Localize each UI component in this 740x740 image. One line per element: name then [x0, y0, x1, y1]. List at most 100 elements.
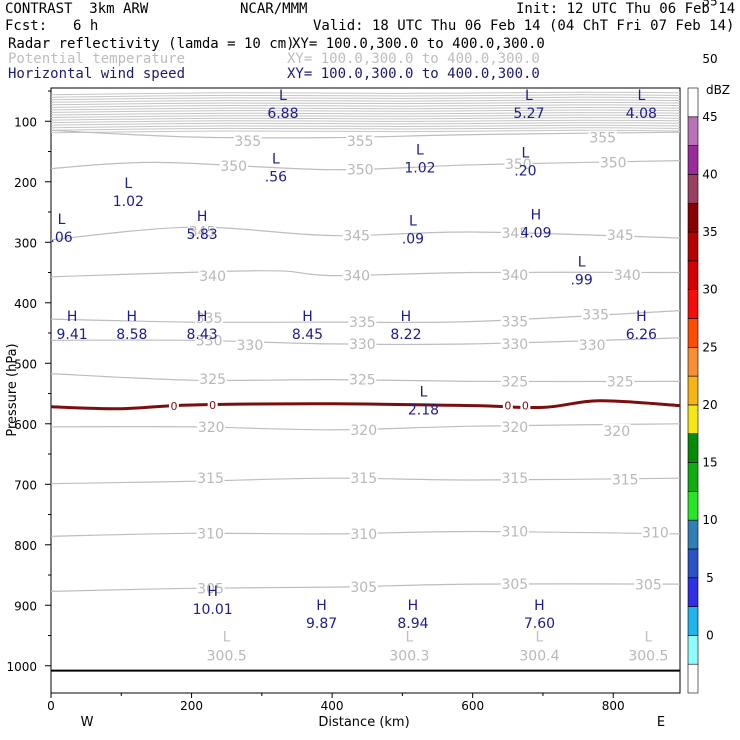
theta-contour-label: 330 [349, 337, 376, 353]
theta-upper-contour [50, 124, 681, 129]
theta-label-bg [195, 333, 224, 348]
theta-label-bg [219, 159, 248, 174]
theta-extremum-value: 300.5 [207, 649, 247, 665]
theta-label-bg [500, 336, 529, 351]
east-label: E [657, 715, 665, 730]
colorbar-swatch [687, 260, 699, 290]
reflectivity-contour-label: 0 [170, 400, 177, 413]
wind-extremum-value: 9.41 [56, 327, 87, 343]
y-tick-label: 500 [14, 357, 37, 371]
theta-contour-label: 345 [189, 224, 216, 240]
wind-extremum-value: 6.26 [626, 327, 657, 343]
colorbar-swatch [687, 116, 699, 146]
theta-label-bg [500, 471, 529, 486]
wind-extremum-marker: L [525, 88, 533, 104]
theta-extremum-value: 300.4 [519, 649, 559, 665]
theta-contour-label: 340 [501, 268, 528, 284]
wind-extremum-value: 7.60 [524, 616, 555, 632]
theta-label-bg [196, 526, 225, 541]
wind-extremum-value: .99 [570, 272, 592, 288]
colorbar-swatch [687, 289, 699, 319]
wind-extremum-marker: L [637, 88, 645, 104]
theta-extremum-marker: L [644, 630, 652, 646]
x-tick-label: 200 [180, 699, 203, 713]
colorbar-label: 30 [702, 283, 717, 297]
theta-contour-label: 355 [234, 134, 261, 150]
wind-extremum-marker: H [636, 309, 647, 325]
y-tick-label: 1000 [6, 660, 37, 674]
wind-extremum-value: .56 [265, 170, 287, 186]
theta-upper-contour [50, 109, 681, 113]
colorbar-swatch [687, 174, 699, 204]
field-xy-wind: XY= 100.0,300.0 to 400.0,300.0 [287, 66, 540, 82]
reflectivity-label-bg [168, 400, 179, 413]
colorbar-swatch [687, 433, 699, 463]
wind-extremum-value: 10.01 [193, 602, 233, 618]
colorbar-label: 50 [702, 52, 717, 66]
theta-contour-label: 325 [349, 373, 376, 389]
theta-label-bg [342, 228, 371, 243]
theta-extremum-marker: L [223, 630, 231, 646]
wind-extremum-value: 8.94 [397, 616, 428, 632]
wind-extremum-value: 5.27 [513, 106, 544, 122]
theta-upper-contour [50, 99, 681, 103]
theta-contour-325 [50, 373, 681, 383]
wind-extremum-marker: H [197, 209, 208, 225]
wind-extremum-marker: H [67, 309, 78, 325]
y-axis-label: Pressure (hPa) [5, 343, 20, 436]
colorbar-swatch [687, 491, 699, 521]
colorbar-label: 5 [706, 571, 714, 585]
theta-label-bg [581, 307, 610, 322]
theta-contour-label: 315 [350, 471, 377, 487]
colorbar-swatch [687, 87, 699, 118]
theta-label-bg [578, 338, 607, 353]
theta-contour-label: 335 [349, 315, 376, 331]
theta-contour-label: 320 [501, 420, 528, 436]
theta-upper-contour [50, 114, 681, 118]
wind-extremum-marker: L [272, 152, 280, 168]
wind-extremum-value: 8.45 [292, 327, 323, 343]
field-xy-reflectivity: XY= 100.0,300.0 to 400.0,300.0 [292, 36, 545, 52]
colorbar-swatch [687, 577, 699, 607]
theta-label-bg [500, 419, 529, 434]
theta-contour-350 [50, 160, 681, 171]
plot-frame [50, 87, 681, 694]
field-name-wind: Horizontal wind speed [8, 66, 186, 82]
theta-contour-305 [50, 583, 681, 592]
theta-upper-contour [50, 96, 681, 101]
theta-contour-340 [50, 270, 681, 278]
theta-contour-label: 305 [197, 581, 224, 597]
theta-contour-label: 325 [607, 374, 634, 390]
theta-contour-label: 330 [501, 337, 528, 353]
y-tick-label: 200 [14, 176, 37, 190]
theta-extremum-value: 300.3 [389, 649, 429, 665]
reflectivity-label-bg [520, 399, 531, 412]
theta-upper-contour [50, 112, 681, 116]
y-tick-label: 400 [14, 297, 37, 311]
wind-extremum-value: .20 [514, 164, 536, 180]
theta-label-bg [349, 526, 378, 541]
reflectivity-contour-0 [50, 399, 681, 411]
x-axis-label: Distance (km) [318, 715, 409, 730]
theta-label-bg [233, 134, 262, 149]
theta-contour-label: 330 [579, 338, 606, 354]
field-xy-theta: XY= 100.0,300.0 to 400.0,300.0 [287, 51, 540, 67]
wind-extremum-marker: H [316, 598, 327, 614]
x-tick-label: 400 [321, 699, 344, 713]
wind-extremum-marker: L [124, 176, 132, 192]
theta-label-bg [348, 372, 377, 387]
colorbar-label: 45 [702, 110, 717, 124]
theta-contour-335 [50, 310, 681, 324]
theta-contour-320 [50, 423, 681, 431]
theta-contour-label: 335 [501, 315, 528, 331]
theta-label-bg [599, 155, 628, 170]
y-tick-label: 100 [14, 115, 37, 129]
theta-contour-label: 345 [343, 229, 370, 245]
wind-extremum-value: 4.09 [520, 225, 551, 241]
wind-extremum-marker: L [416, 143, 424, 159]
theta-contour-label: 305 [350, 580, 377, 596]
theta-extremum-marker: L [406, 630, 414, 646]
wind-extremum-marker: H [531, 207, 542, 223]
theta-contour-315 [50, 477, 681, 485]
